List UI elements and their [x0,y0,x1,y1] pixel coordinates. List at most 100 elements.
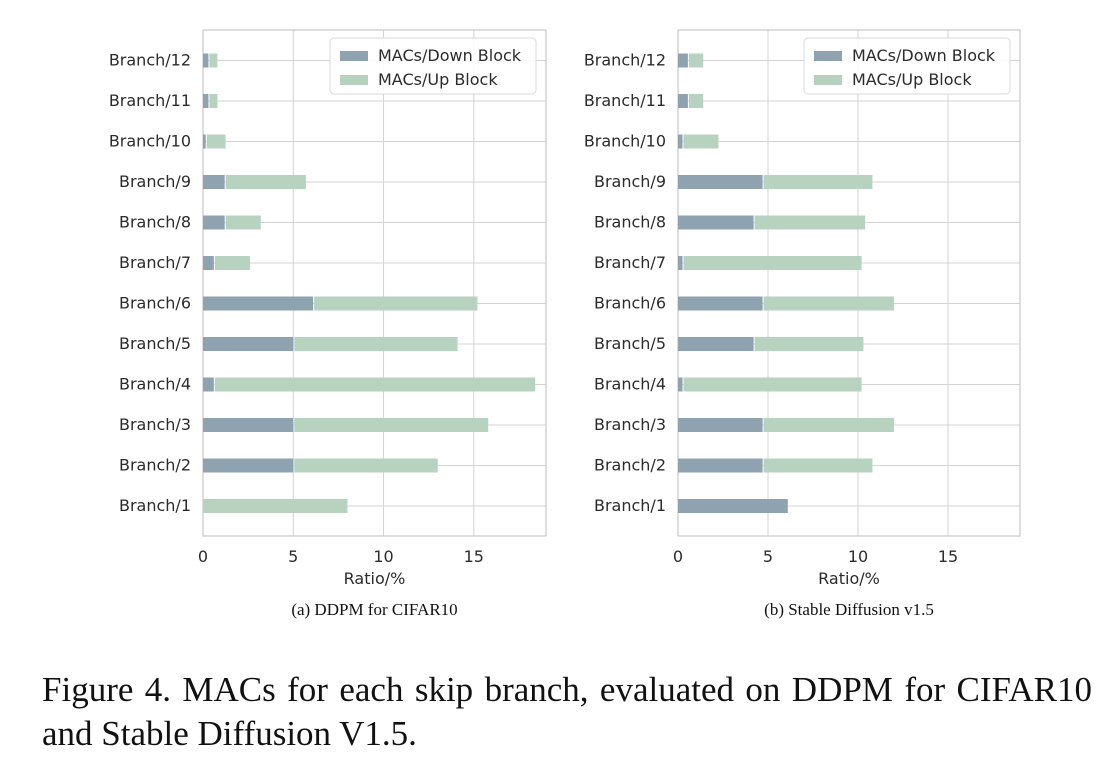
bar-down-block [203,256,214,270]
legend-label: MACs/Down Block [852,46,996,65]
bar-down-block [678,215,754,230]
subcaption: (a) DDPM for CIFAR10 [291,600,457,619]
y-tick-label: Branch/6 [594,294,666,313]
x-tick-label: 0 [673,547,683,566]
bar-down-block [203,377,214,392]
y-tick-label: Branch/2 [594,456,666,475]
x-tick-label: 10 [373,547,393,566]
y-tick-label: Branch/5 [594,334,666,353]
legend-box [329,37,537,95]
legend-box [803,37,1011,95]
bar-down-block [678,499,788,513]
bar-down-block [678,458,763,473]
legend-label: MACs/Down Block [378,46,522,65]
y-tick-label: Branch/8 [119,213,191,232]
legend-swatch [814,75,842,85]
bar-down-block [678,134,683,149]
y-tick-label: Branch/10 [584,132,666,151]
y-tick-label: Branch/5 [119,334,191,353]
bar-down-block [203,94,209,108]
bar-up-block [688,94,704,108]
x-tick-label: 15 [938,547,958,566]
x-tick-label: 5 [763,547,773,566]
bar-down-block [678,94,688,108]
y-tick-label: Branch/11 [584,91,666,110]
bar-up-block [754,337,864,351]
bar-up-block [763,418,894,432]
bar-down-block [678,418,763,432]
figure: Branch/1 Branch/2 Branch/3 Branch/4 Branch/5… [109,29,1021,619]
bar-up-block [214,377,536,392]
x-tick-label: 15 [464,547,484,566]
bar-up-block [763,175,873,189]
legend: MACs/Down Block MACs/Up Block [329,37,537,95]
bar-up-block [209,53,218,68]
y-tick-label: Branch/1 [119,496,191,515]
bar-down-block [678,53,688,68]
x-tick-label: 0 [198,547,208,566]
figure-caption: Figure 4. MACs for each skip branch, eva… [42,670,1092,753]
bar-up-block [203,499,348,513]
y-tick-label: Branch/2 [119,456,191,475]
bar-down-block [203,215,225,230]
y-tick-label: Branch/3 [594,415,666,434]
bar-up-block [294,337,458,351]
y-tick-label: Branch/3 [119,415,191,434]
bar-up-block [294,458,438,473]
y-tick-label: Branch/7 [594,253,666,272]
bar-down-block [678,377,683,392]
bar-down-block [203,296,314,311]
bar-up-block [754,215,866,230]
bar-down-block [203,418,294,432]
legend-label: MACs/Up Block [378,70,498,89]
bar-up-block [683,377,862,392]
chart-panel-ddpm: Branch/1 Branch/2 Branch/3 Branch/4 Branch/5… [109,29,547,619]
plot-frame [202,29,547,537]
bar-down-block [678,337,754,351]
bar-up-block [206,134,226,149]
y-tick-label: Branch/4 [594,375,666,394]
legend-swatch [814,51,842,61]
bar-up-block [763,296,894,311]
bar-up-block [294,418,489,432]
bar-up-block [225,175,306,189]
bar-down-block [678,296,763,311]
bar-up-block [683,256,862,270]
legend-swatch [340,75,368,85]
y-tick-label: Branch/12 [584,51,666,70]
y-tick-label: Branch/9 [594,172,666,191]
bar-down-block [678,256,683,270]
legend-label: MACs/Up Block [852,70,972,89]
bar-down-block [678,175,763,189]
plot-frame [677,29,1021,537]
y-tick-label: Branch/4 [119,375,191,394]
bar-up-block [314,296,478,311]
y-tick-label: Branch/11 [109,91,191,110]
y-tick-label: Branch/12 [109,51,191,70]
x-axis-label: Ratio/% [818,569,880,588]
legend: MACs/Down Block MACs/Up Block [803,37,1011,95]
bar-up-block [688,53,704,68]
bar-up-block [214,256,250,270]
y-tick-label: Branch/8 [594,213,666,232]
y-tick-label: Branch/1 [594,496,666,515]
bar-up-block [225,215,261,230]
bar-up-block [683,134,719,149]
bar-up-block [763,458,873,473]
bar-up-block [209,94,218,108]
bar-down-block [203,53,209,68]
x-axis-label: Ratio/% [344,569,406,588]
x-tick-label: 5 [288,547,298,566]
y-tick-label: Branch/6 [119,294,191,313]
bar-down-block [203,337,294,351]
y-tick-label: Branch/10 [109,132,191,151]
legend-swatch [340,51,368,61]
subcaption: (b) Stable Diffusion v1.5 [764,600,934,619]
bar-down-block [203,458,294,473]
y-tick-label: Branch/9 [119,172,191,191]
chart-panel-stable-diffusion: Branch/1 Branch/2 Branch/3 Branch/4 Branch/5… [584,29,1021,619]
x-tick-label: 10 [848,547,868,566]
bar-down-block [203,175,225,189]
bar-down-block [203,134,206,149]
y-tick-label: Branch/7 [119,253,191,272]
